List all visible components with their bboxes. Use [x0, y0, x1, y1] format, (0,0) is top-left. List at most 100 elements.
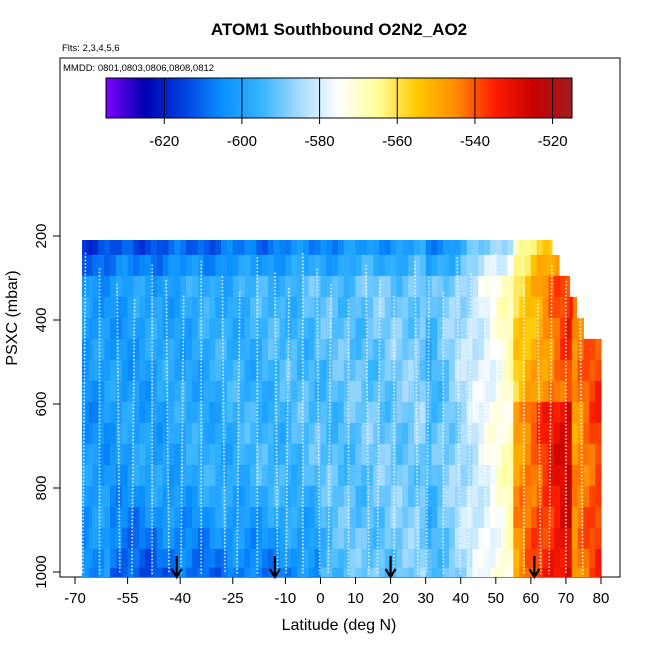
heatmap-cell	[209, 506, 216, 529]
heatmap-cell	[308, 338, 316, 361]
heatmap-cell	[536, 240, 544, 256]
heatmap-cell	[256, 464, 263, 487]
heatmap-cell	[460, 567, 468, 577]
heatmap-cell	[478, 527, 485, 550]
heatmap-cell	[302, 401, 310, 424]
heatmap-cell	[203, 254, 210, 277]
heatmap-cell	[297, 317, 304, 340]
profile-trace	[467, 272, 473, 575]
heatmap-cell	[449, 359, 456, 382]
heatmap-cell	[431, 296, 438, 319]
heatmap-cell	[262, 359, 269, 382]
heatmap-cell	[519, 296, 526, 319]
heatmap-cell	[174, 359, 181, 382]
heatmap-cell	[431, 485, 438, 508]
heatmap-cell	[554, 317, 561, 340]
heatmap-cell	[396, 338, 403, 361]
heatmap-cell	[507, 527, 514, 550]
heatmap-cell	[82, 527, 87, 550]
heatmap-cell	[238, 317, 245, 340]
heatmap-cell	[349, 380, 357, 403]
heatmap-cell	[133, 359, 140, 382]
heatmap-cell	[478, 485, 485, 508]
heatmap-cell	[378, 275, 386, 298]
heatmap-cell	[262, 527, 269, 550]
heatmap-cell	[583, 422, 590, 445]
heatmap-cell	[355, 380, 362, 403]
heatmap-cell	[244, 317, 251, 340]
colorbar-tick-label: -620	[149, 133, 179, 150]
heatmap-cell	[384, 317, 392, 340]
heatmap-cell	[349, 527, 357, 550]
heatmap-cell	[227, 240, 234, 256]
heatmap-cell	[127, 401, 134, 424]
heatmap-cell	[221, 422, 228, 445]
heatmap-cell	[92, 401, 99, 424]
heatmap-cell	[530, 401, 538, 424]
heatmap-cell	[589, 422, 596, 445]
heatmap-cell	[490, 240, 497, 256]
heatmap-cell	[302, 527, 310, 550]
x-tick-label: 20	[382, 590, 399, 607]
heatmap-cell	[343, 380, 351, 403]
heatmap-cell	[326, 275, 333, 298]
heatmap-cell	[285, 506, 292, 529]
heatmap-cell	[484, 275, 491, 298]
heatmap-cell	[302, 506, 310, 529]
heatmap-cell	[227, 443, 234, 466]
heatmap-cell	[297, 275, 304, 298]
heatmap-cell	[542, 359, 549, 382]
heatmap-cell	[232, 401, 240, 424]
heatmap-cell	[110, 506, 117, 529]
heatmap-cell	[513, 443, 520, 466]
heatmap-cell	[525, 567, 532, 577]
heatmap-cell	[484, 443, 491, 466]
heatmap-cell	[180, 485, 187, 508]
heatmap-cell	[396, 275, 403, 298]
heatmap-cell	[244, 464, 251, 487]
heatmap-cell	[402, 338, 409, 361]
heatmap-cell	[349, 443, 357, 466]
heatmap-cell	[98, 527, 105, 550]
heatmap-cell	[560, 548, 567, 569]
heatmap-cell	[115, 317, 123, 340]
heatmap-cell	[221, 338, 228, 361]
heatmap-cell	[472, 317, 479, 340]
heatmap-cell	[349, 240, 357, 256]
heatmap-cell	[250, 506, 257, 529]
heatmap-cell	[361, 275, 368, 298]
heatmap-cell	[203, 359, 210, 382]
heatmap-cell	[542, 317, 549, 340]
heatmap-cell	[82, 548, 87, 569]
heatmap-cell	[495, 338, 503, 361]
heatmap-cell	[460, 317, 468, 340]
heatmap-cell	[145, 275, 152, 298]
heatmap-cell	[89, 485, 94, 508]
heatmap-cell	[244, 506, 251, 529]
heatmap-cell	[156, 401, 164, 424]
heatmap-cell	[85, 240, 90, 256]
heatmap-cell	[256, 275, 263, 298]
dates-note: MMDD: 0801,0803,0806,0808,0812	[63, 63, 214, 74]
heatmap-cell	[238, 240, 245, 256]
heatmap-cell	[343, 548, 351, 569]
heatmap-cell	[454, 527, 462, 550]
heatmap-cell	[396, 567, 403, 577]
heatmap-cell	[361, 485, 368, 508]
heatmap-cell	[530, 485, 538, 508]
heatmap-cell	[396, 296, 403, 319]
heatmap-cell	[513, 317, 520, 340]
heatmap-cell	[530, 443, 538, 466]
heatmap-cell	[431, 506, 438, 529]
heatmap-cell	[162, 317, 170, 340]
heatmap-cell	[571, 338, 579, 361]
heatmap-cell	[89, 254, 94, 277]
heatmap-cell	[209, 359, 216, 382]
heatmap-cell	[414, 567, 421, 577]
heatmap-cell	[525, 296, 532, 319]
flight-arrow	[528, 556, 541, 580]
heatmap-cell	[92, 317, 99, 340]
heatmap-cell	[267, 296, 275, 319]
heatmap-cell	[127, 380, 134, 403]
heatmap-cell	[466, 548, 473, 569]
